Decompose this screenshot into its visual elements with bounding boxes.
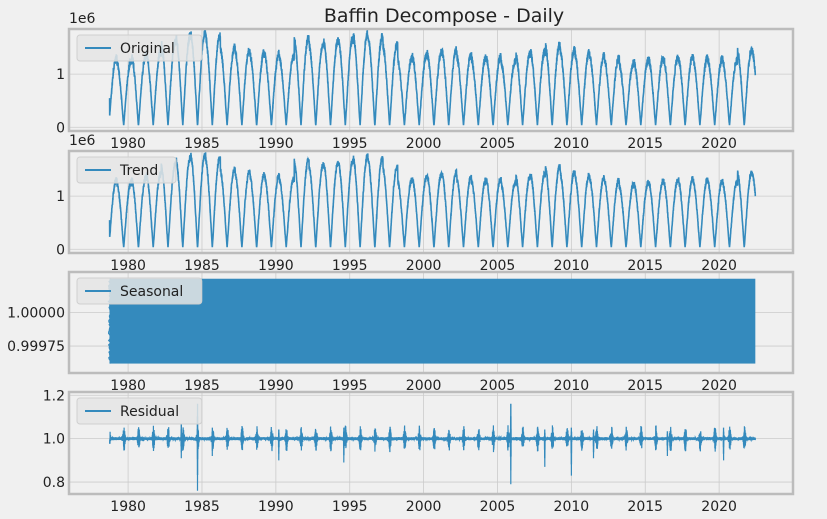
- legend: Seasonal: [76, 277, 203, 305]
- panel-seasonal: 1980 1985 1990 1995 2000 2005 2010 2015 2020 0.99…: [7, 270, 795, 394]
- x-tick-label: 1985: [184, 136, 220, 152]
- y-tick-label: 0.99975: [7, 339, 65, 355]
- x-tick-label: 1995: [332, 499, 368, 515]
- legend-label: Seasonal: [120, 284, 183, 300]
- y-tick-label: 0.8: [43, 475, 65, 491]
- axes-frame: [67, 390, 795, 496]
- x-tick-label: 2015: [627, 136, 663, 152]
- x-tick-label: 1985: [184, 378, 220, 394]
- series-line-residual: [109, 403, 756, 491]
- panel-trend: 1980 1985 1990 1995 2000 2005 2010 2015 2020 0 1 1e…: [56, 133, 795, 274]
- legend-label: Residual: [120, 404, 179, 420]
- x-tick-label: 1995: [332, 136, 368, 152]
- panel-residual: 1980 1985 1990 1995 2000 2005 2010 2015 2020 0.8 1…: [43, 388, 795, 515]
- x-tick-label: 1990: [258, 499, 294, 515]
- x-tick-label: 1980: [110, 378, 146, 394]
- axes-frame: [67, 149, 795, 255]
- legend: Original: [76, 34, 203, 62]
- legend-label: Original: [120, 41, 175, 57]
- legend-box: [76, 397, 203, 425]
- y-tick-label: 1.2: [43, 388, 65, 404]
- y-tick-label: 0: [56, 120, 65, 136]
- x-tick-label: 2015: [627, 258, 663, 274]
- x-tick-label: 2010: [554, 499, 590, 515]
- x-tick-label: 2020: [701, 499, 737, 515]
- y-tick-label: 1: [56, 189, 65, 205]
- panels: 1980 1985 1990 1995 2000 2005 2010 2015 2020 0 1 1e…: [7, 11, 795, 515]
- x-tick-label: 2010: [554, 378, 590, 394]
- y-offset-label: 1e6: [69, 133, 96, 149]
- x-tick-label: 2010: [554, 136, 590, 152]
- x-tick-label: 2005: [480, 499, 516, 515]
- y-tick-label: 1: [56, 67, 65, 83]
- y-offset-label: 1e6: [69, 11, 96, 27]
- series-line-original: [108, 29, 757, 126]
- x-tick-label: 1990: [258, 378, 294, 394]
- x-tick-label: 2000: [406, 499, 442, 515]
- legend: Trend: [76, 156, 177, 184]
- x-tick-label: 2010: [554, 258, 590, 274]
- x-tick-label: 1980: [110, 499, 146, 515]
- x-tick-label: 1980: [110, 136, 146, 152]
- x-tick-label: 2000: [406, 258, 442, 274]
- x-tick-label: 1990: [258, 258, 294, 274]
- y-tick-label: 0: [56, 242, 65, 258]
- series-band-seasonal: [109, 278, 756, 364]
- x-tick-label: 2020: [701, 258, 737, 274]
- x-tick-label: 1980: [110, 258, 146, 274]
- figure-title: Baffin Decompose - Daily: [324, 5, 564, 27]
- legend-box: [76, 156, 177, 184]
- x-tick-label: 1985: [184, 499, 220, 515]
- x-tick-label: 1995: [332, 378, 368, 394]
- legend: Residual: [76, 397, 203, 425]
- x-tick-label: 2000: [406, 378, 442, 394]
- x-tick-label: 2005: [480, 378, 516, 394]
- x-tick-label: 2005: [480, 258, 516, 274]
- x-tick-label: 1990: [258, 136, 294, 152]
- x-tick-label: 2020: [701, 136, 737, 152]
- legend-box: [76, 277, 203, 305]
- y-tick-label: 1.00000: [7, 305, 65, 321]
- x-tick-label: 1985: [184, 258, 220, 274]
- x-tick-label: 2015: [627, 378, 663, 394]
- x-tick-label: 2015: [627, 499, 663, 515]
- x-tick-label: 2020: [701, 378, 737, 394]
- legend-label: Trend: [119, 163, 158, 179]
- axes-frame: [67, 270, 795, 375]
- x-tick-label: 2005: [480, 136, 516, 152]
- x-tick-label: 1995: [332, 258, 368, 274]
- series-line-trend: [108, 152, 757, 248]
- legend-box: [76, 34, 203, 62]
- x-tick-label: 2000: [406, 136, 442, 152]
- panel-original: 1980 1985 1990 1995 2000 2005 2010 2015 2020 0 1 1e…: [56, 11, 795, 152]
- y-tick-label: 1.0: [43, 432, 65, 448]
- axes-frame: [67, 27, 795, 133]
